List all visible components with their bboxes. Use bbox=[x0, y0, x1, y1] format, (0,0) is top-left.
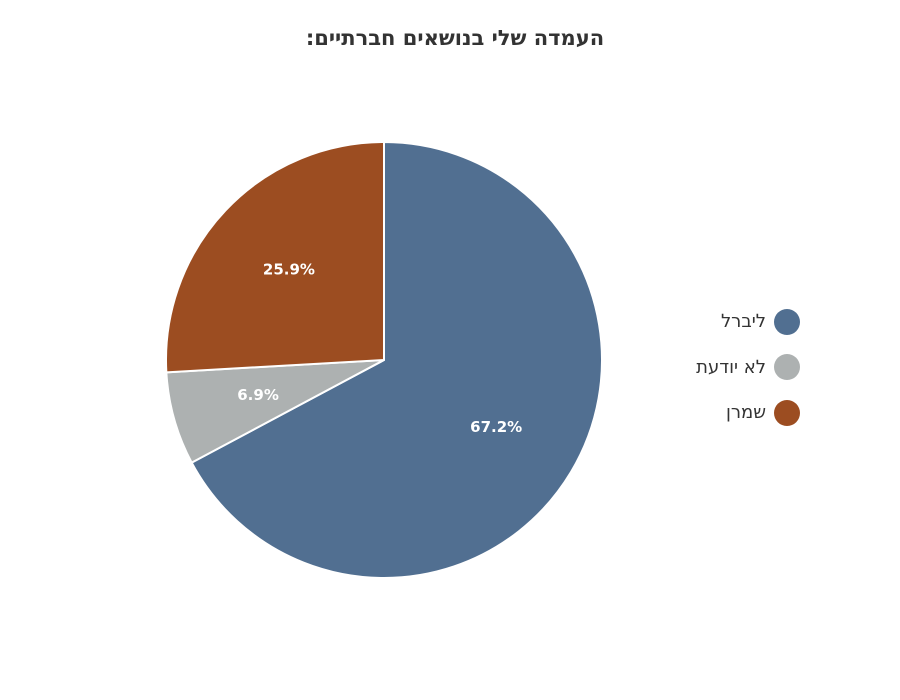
legend-label: לא יודעת bbox=[696, 356, 766, 378]
legend-item: ליברל bbox=[696, 299, 800, 345]
legend-label: ליברל bbox=[720, 311, 766, 333]
slice-value-label: 6.9% bbox=[237, 386, 279, 404]
slice-value-label: 25.9% bbox=[263, 261, 315, 279]
pie-slice bbox=[164, 141, 385, 374]
chart-title: העמדה שלי בנושאים חברתיים: bbox=[305, 26, 605, 50]
slice-value-label: 67.2% bbox=[470, 418, 522, 436]
legend-swatch bbox=[774, 354, 800, 381]
pie-slice bbox=[190, 141, 603, 579]
legend-item: לא יודעת bbox=[696, 345, 800, 391]
legend-swatch bbox=[774, 308, 800, 335]
legend-item: שמרן bbox=[696, 390, 800, 436]
legend-swatch bbox=[774, 399, 800, 426]
chart-legend: ליברל לא יודעת שמרן bbox=[696, 299, 800, 436]
legend-label: שמרן bbox=[725, 402, 766, 424]
